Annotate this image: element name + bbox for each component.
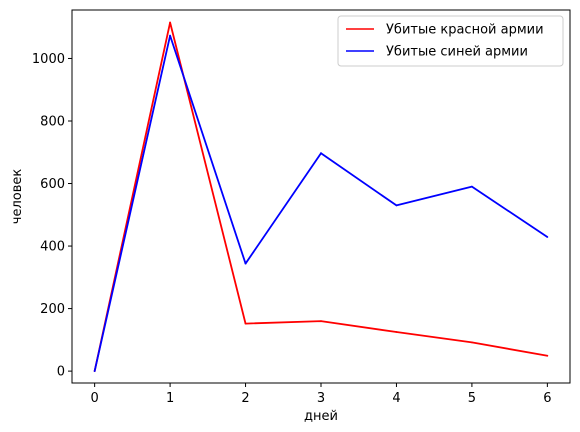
- data-point: [395, 331, 398, 333]
- x-tick-label: 2: [241, 391, 249, 406]
- data-point: [320, 152, 322, 155]
- data-point: [471, 185, 473, 188]
- x-axis-label: дней: [304, 409, 338, 424]
- data-point: [320, 320, 322, 322]
- data-point: [169, 34, 171, 37]
- data-point: [471, 341, 473, 344]
- y-tick-label: 0: [57, 365, 65, 380]
- y-tick-label: 600: [40, 177, 65, 192]
- x-tick-label: 1: [166, 391, 174, 406]
- y-tick-label: 200: [40, 302, 65, 317]
- y-axis: 0 200 400 600 800 1000: [32, 52, 72, 380]
- data-point: [244, 262, 247, 265]
- series-layer: [93, 21, 549, 373]
- legend: Убитые красной армии Убитые синей армии: [337, 15, 564, 67]
- x-tick-label: 5: [468, 391, 476, 406]
- data-point: [169, 21, 171, 24]
- x-tick-label: 0: [90, 391, 98, 406]
- data-point: [546, 236, 549, 238]
- y-tick-label: 400: [40, 240, 65, 255]
- data-point: [244, 322, 247, 325]
- data-point: [93, 370, 96, 373]
- legend-box: [337, 15, 564, 67]
- x-tick-label: 6: [543, 391, 551, 406]
- y-axis-label: человек: [10, 169, 25, 225]
- x-tick-label: 4: [392, 391, 400, 406]
- legend-label-blue: Убитые синей армии: [386, 45, 528, 60]
- data-point: [395, 204, 398, 207]
- x-tick-label: 3: [317, 391, 325, 406]
- x-axis: 0 1 2 3 4 5 6: [90, 383, 552, 406]
- y-tick-label: 800: [40, 114, 65, 129]
- data-point: [546, 354, 549, 357]
- y-tick-label: 1000: [32, 52, 65, 67]
- legend-label-red: Убитые красной армии: [386, 23, 544, 38]
